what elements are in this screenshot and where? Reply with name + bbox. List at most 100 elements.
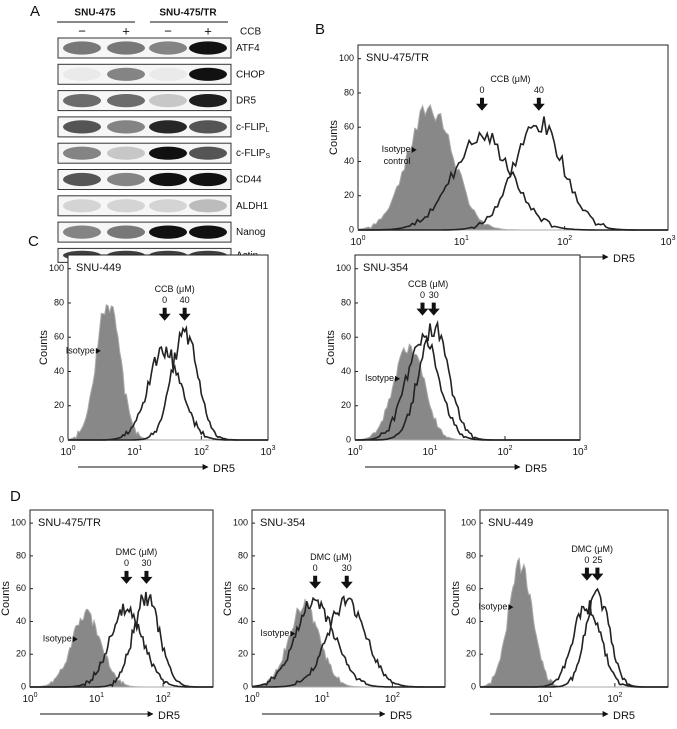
row-text: c-FLIP [236, 148, 266, 159]
panel-label: B [315, 21, 325, 38]
y-tick-label: 100 [461, 517, 476, 527]
x-axis-label: DR5 [613, 710, 635, 722]
tick-exponent: 2 [396, 692, 400, 699]
panel-title: SNU-354 [260, 517, 305, 529]
x-tick-label: 100 [347, 445, 362, 458]
y-axis-label: Counts [38, 330, 50, 365]
isotype-pointer [395, 375, 400, 382]
y-tick-label: 60 [344, 122, 354, 132]
group-label: SNU-475/TR [159, 8, 217, 19]
x-tick-label: 100 [244, 692, 259, 705]
plot-frame [29, 509, 214, 688]
tick-exponent: 2 [205, 445, 209, 452]
tick-base: 10 [557, 237, 569, 248]
tick-exponent: 1 [465, 235, 469, 242]
tick-exponent: 1 [138, 445, 142, 452]
x-axis-label: DR5 [525, 463, 547, 475]
tick-exponent: 0 [72, 445, 76, 452]
x-tick-label: 100 [60, 445, 75, 458]
treatment-label: CCB (μM) [408, 279, 448, 289]
tick-base: 10 [156, 694, 168, 705]
row-text: c-FLIP [236, 122, 266, 133]
tick-base: 10 [244, 694, 256, 705]
x-tick-label: 102 [156, 692, 171, 705]
panel-title: SNU-449 [488, 517, 533, 529]
isotype-label: control [384, 156, 411, 166]
tick-exponent: 1 [434, 445, 438, 452]
band [189, 146, 227, 160]
x-tick-label: 102 [194, 445, 209, 458]
dose-arrow [591, 567, 604, 581]
band [63, 199, 101, 213]
tick-exponent: 0 [256, 692, 260, 699]
tick-base: 10 [572, 447, 584, 458]
tick-exponent: 3 [584, 445, 588, 452]
tick-exponent: 2 [167, 692, 171, 699]
y-tick-label: 40 [466, 616, 476, 626]
y-tick-label: 100 [339, 53, 354, 63]
group-label: SNU-475 [74, 8, 116, 19]
y-axis-label: Counts [222, 581, 234, 616]
row-text: CD44 [236, 174, 262, 185]
y-tick-label: 80 [341, 297, 351, 307]
tick-base: 10 [260, 447, 272, 458]
isotype-label: Isotype [260, 628, 289, 638]
dose-label: 40 [534, 85, 544, 95]
tick-base: 10 [454, 237, 466, 248]
tick-base: 10 [60, 447, 72, 458]
band [107, 146, 145, 160]
panel-label: A [30, 3, 40, 20]
panel-label: D [10, 488, 21, 505]
y-axis-label: Counts [450, 581, 462, 616]
x-axis-label: DR5 [213, 463, 235, 475]
band [107, 225, 145, 239]
treatment-label: CCB (μM) [155, 284, 195, 294]
tick-exponent: 2 [618, 692, 622, 699]
dose-arrow [476, 97, 488, 111]
band [107, 67, 145, 81]
row-label: DR5 [236, 95, 256, 106]
row-label: ALDH1 [236, 200, 269, 211]
y-tick-label: 100 [11, 517, 26, 527]
dose-arrow [580, 567, 593, 581]
y-tick-label: 0 [21, 681, 26, 691]
tick-base: 10 [89, 694, 101, 705]
row-text: CHOP [236, 69, 265, 80]
isotype-label: Isotype [43, 633, 72, 643]
y-tick-label: 20 [466, 649, 476, 659]
dose-label: 40 [180, 295, 190, 305]
y-axis-label: Counts [328, 120, 340, 155]
row-subscript: L [265, 127, 269, 134]
y-tick-label: 60 [341, 332, 351, 342]
band [63, 120, 101, 134]
y-tick-label: 20 [16, 649, 26, 659]
sample-curve [358, 116, 668, 231]
y-tick-label: 20 [344, 190, 354, 200]
tick-exponent: 0 [34, 692, 38, 699]
x-tick-label: 100 [350, 235, 365, 248]
lane-sign: + [204, 23, 212, 38]
isotype-label: Isotype [365, 373, 394, 383]
band [63, 146, 101, 160]
y-tick-label: 0 [349, 224, 354, 234]
x-tick-label: 102 [557, 235, 572, 248]
dose-label: 30 [141, 558, 151, 568]
x-tick-label: 103 [572, 445, 587, 458]
dose-label: 0 [584, 555, 589, 565]
isotype-pointer [290, 630, 296, 637]
tick-base: 10 [350, 237, 362, 248]
tick-exponent: 1 [549, 692, 553, 699]
tick-base: 10 [385, 694, 397, 705]
y-tick-label: 20 [54, 400, 64, 410]
y-tick-label: 100 [233, 517, 248, 527]
y-tick-label: 60 [54, 332, 64, 342]
tick-exponent: 0 [359, 445, 363, 452]
panel-title: SNU-475/TR [366, 52, 429, 64]
y-axis-label: Counts [0, 581, 12, 616]
y-tick-label: 0 [346, 434, 351, 444]
band [63, 225, 101, 239]
lane-sign: − [78, 23, 86, 38]
band [107, 94, 145, 108]
row-label: c-FLIPL [236, 122, 269, 134]
